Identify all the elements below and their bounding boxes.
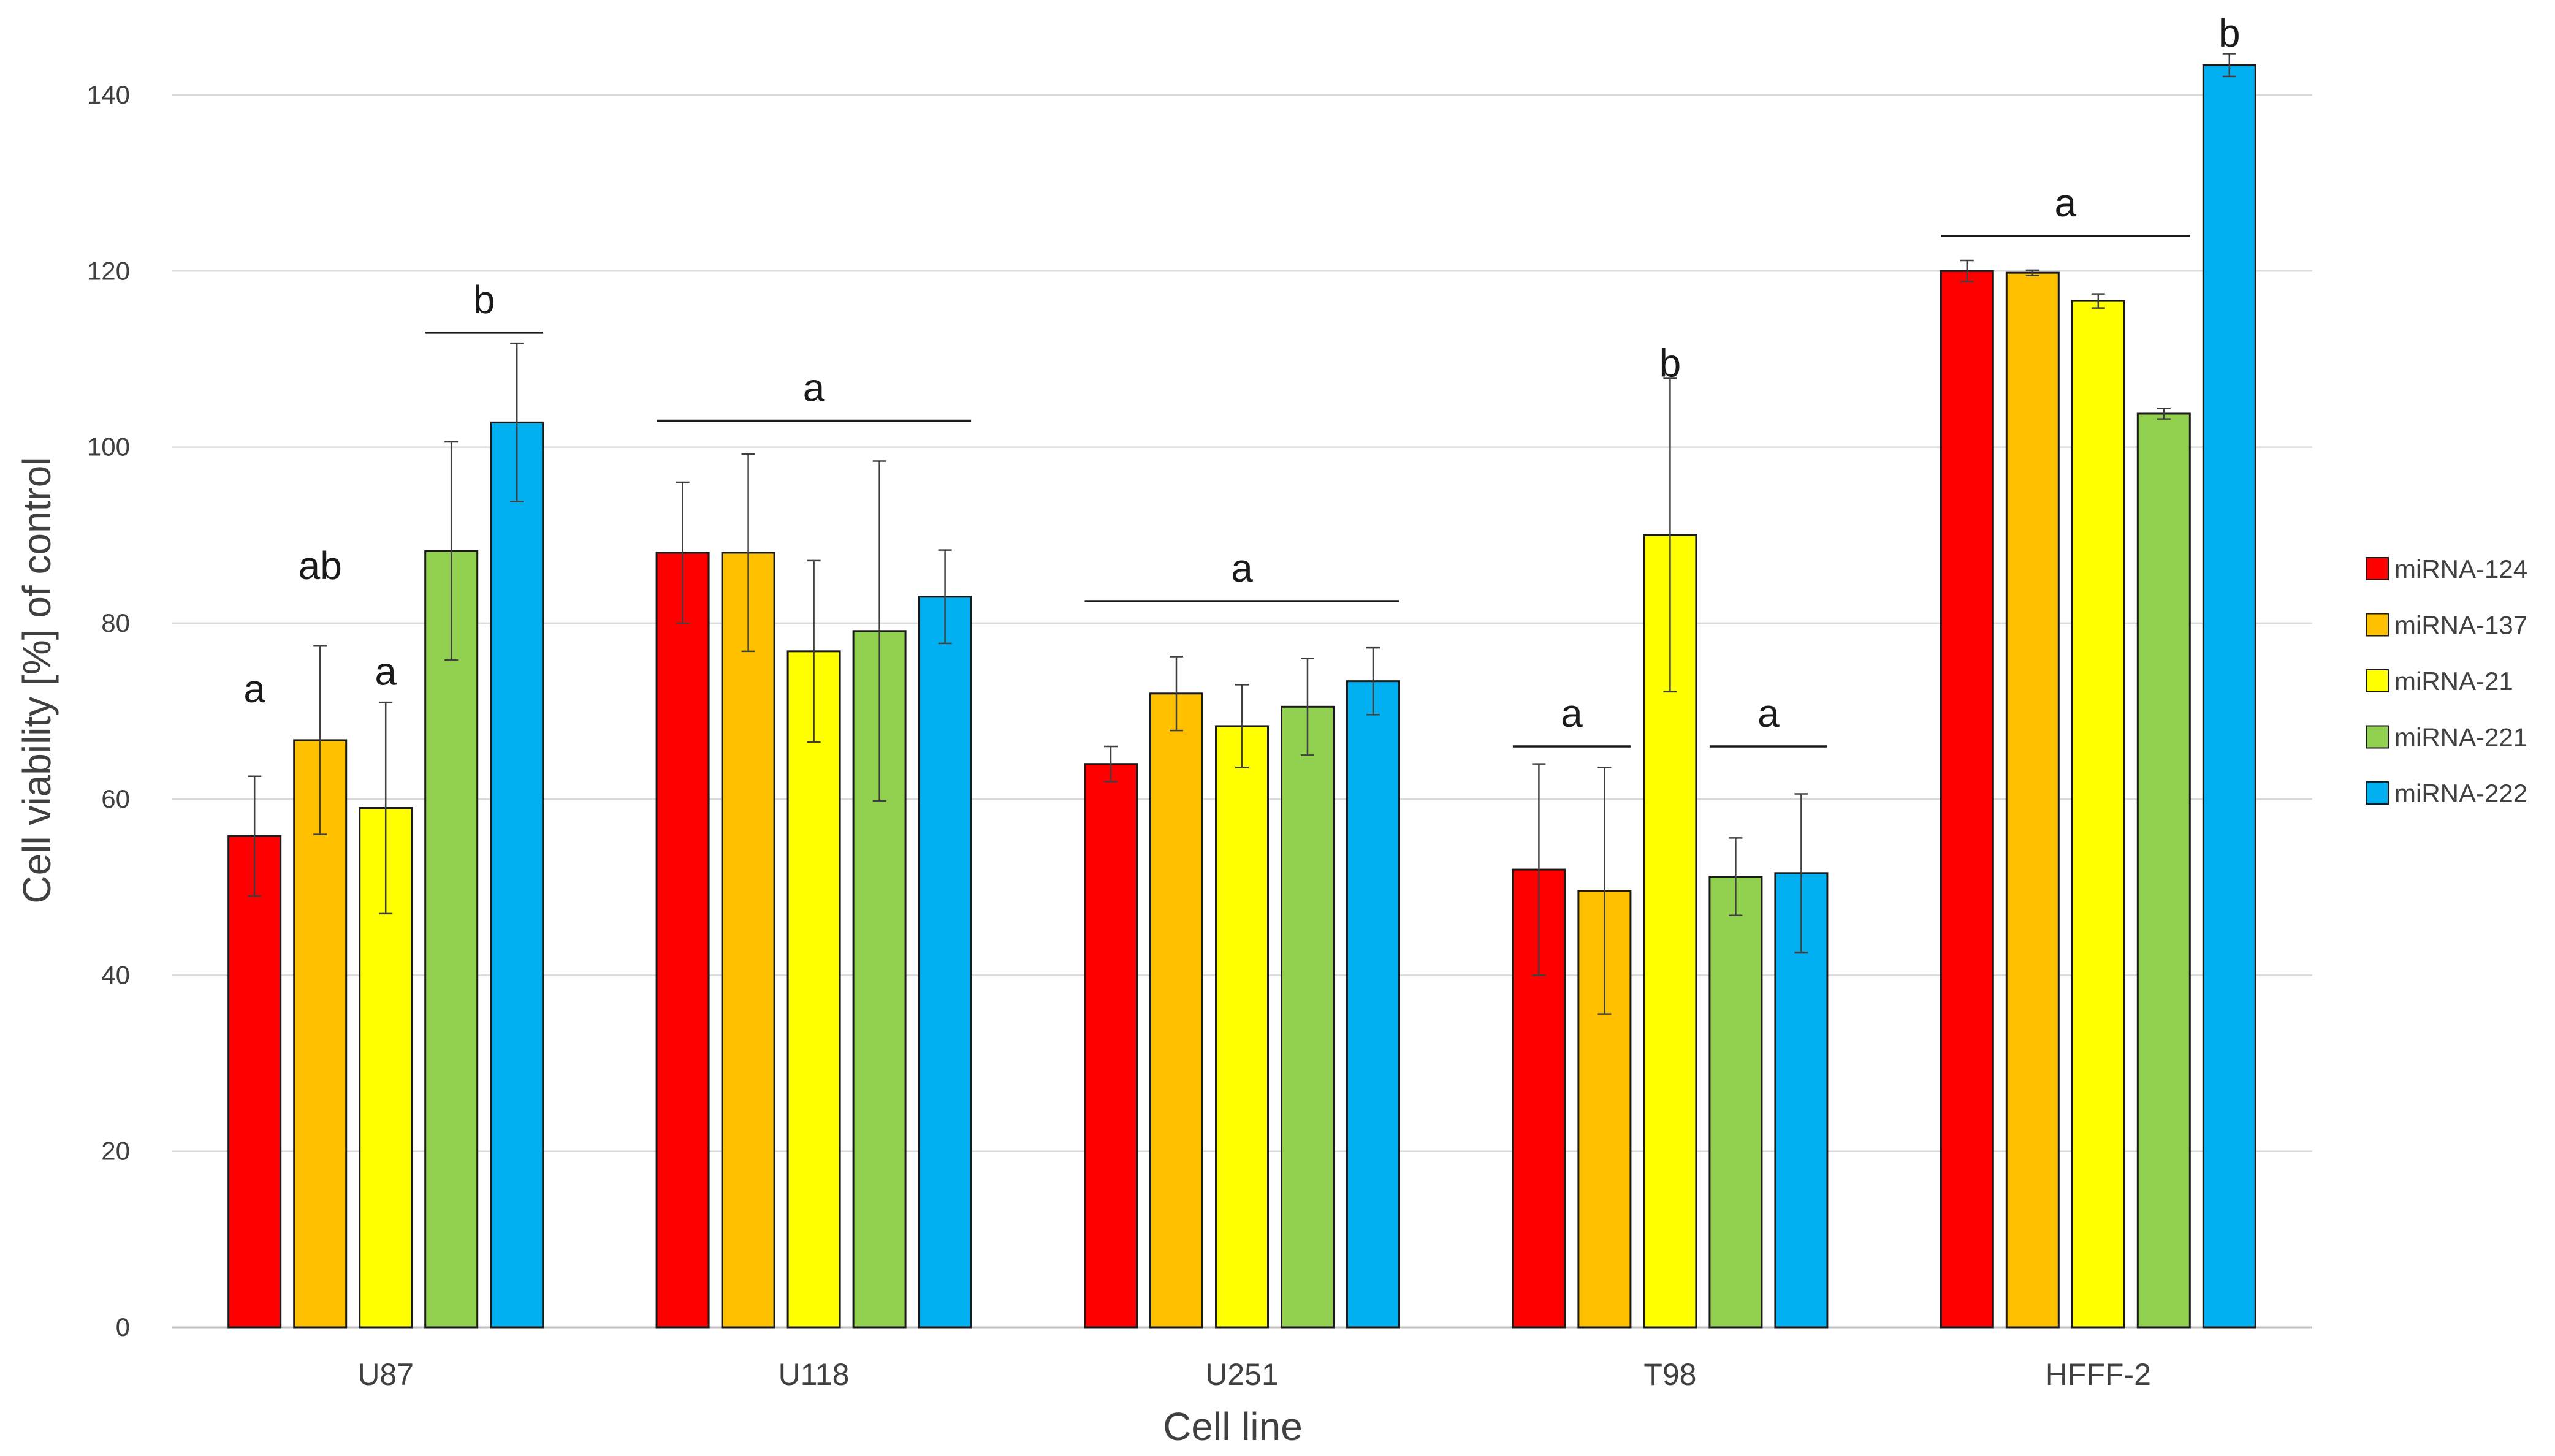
bar-miRNA-124-U251 [1084, 763, 1138, 1329]
error-bar-miRNA-21-U87 [379, 701, 393, 915]
bar-miRNA-221-HFFF-2 [2136, 412, 2191, 1329]
legend-swatch-miRNA-21 [2366, 669, 2389, 692]
error-bar-miRNA-222-HFFF-2 [2222, 53, 2236, 78]
legend-label-miRNA-124: miRNA-124 [2394, 555, 2527, 583]
significance-label-5: a [1231, 546, 1253, 590]
legend-swatch-miRNA-221 [2366, 725, 2389, 749]
x-tick-label-U251: U251 [1205, 1357, 1279, 1392]
x-axis-title: Cell line [1163, 1405, 1303, 1449]
significance-label-6: a [1561, 691, 1583, 735]
significance-label-1: ab [299, 544, 342, 588]
legend-label-miRNA-221: miRNA-221 [2394, 723, 2527, 752]
significance-label-3: b [473, 278, 495, 322]
x-tick-label-T98: T98 [1643, 1357, 1696, 1392]
bar-miRNA-21-U118 [786, 650, 841, 1329]
x-tick-label-U118: U118 [779, 1357, 850, 1392]
bar-miRNA-137-U251 [1149, 692, 1203, 1329]
error-bar-miRNA-221-U118 [872, 460, 886, 802]
bar-miRNA-124-HFFF-2 [1940, 270, 1994, 1329]
significance-label-0: a [243, 667, 265, 711]
bar-miRNA-222-U118 [918, 596, 972, 1329]
significance-label-9: a [2055, 181, 2077, 225]
x-tick-label-HFFF-2: HFFF-2 [2046, 1357, 2151, 1392]
bar-miRNA-137-U118 [721, 552, 775, 1329]
legend-label-miRNA-21: miRNA-21 [2394, 667, 2513, 696]
legend-swatch-miRNA-137 [2366, 613, 2389, 637]
error-bar-miRNA-124-HFFF-2 [1960, 259, 1974, 282]
bar-miRNA-221-U87 [424, 550, 479, 1329]
legend-swatch-miRNA-124 [2366, 557, 2389, 580]
error-bar-miRNA-221-T98 [1729, 837, 1743, 917]
bar-miRNA-222-U87 [490, 421, 544, 1329]
error-bar-miRNA-137-HFFF-2 [2025, 269, 2039, 276]
error-bar-miRNA-124-U118 [676, 481, 690, 624]
bar-miRNA-137-U87 [293, 739, 348, 1329]
bar-miRNA-124-U87 [227, 835, 282, 1329]
legend-label-miRNA-222: miRNA-222 [2394, 779, 2527, 808]
y-axis-title: Cell viability [%] of control [15, 457, 59, 903]
error-bar-miRNA-137-T98 [1597, 767, 1612, 1015]
bar-miRNA-221-U251 [1281, 705, 1335, 1329]
y-tick-label-0: 0 [116, 1313, 130, 1341]
error-bar-miRNA-21-T98 [1663, 377, 1677, 693]
error-bar-miRNA-137-U87 [313, 645, 327, 835]
x-tick-label-U87: U87 [357, 1357, 414, 1392]
error-bar-miRNA-222-T98 [1794, 793, 1808, 954]
error-bar-miRNA-137-U118 [741, 453, 755, 653]
error-bar-miRNA-124-T98 [1532, 763, 1546, 976]
bar-miRNA-21-U251 [1215, 725, 1269, 1329]
y-tick-label-140: 140 [87, 80, 130, 109]
bar-miRNA-222-U251 [1346, 680, 1400, 1329]
bar-miRNA-137-HFFF-2 [2005, 271, 2060, 1329]
error-bar-miRNA-221-U251 [1301, 658, 1314, 756]
significance-label-8: a [1757, 691, 1780, 735]
bar-miRNA-21-HFFF-2 [2071, 300, 2125, 1329]
legend-swatch-miRNA-222 [2366, 781, 2389, 805]
bar-miRNA-124-U118 [655, 552, 710, 1329]
error-bar-miRNA-21-U251 [1235, 684, 1249, 768]
error-bar-miRNA-124-U87 [248, 775, 262, 897]
error-bar-miRNA-221-U87 [444, 441, 459, 661]
error-bar-miRNA-124-U251 [1104, 745, 1118, 783]
y-tick-label-60: 60 [101, 784, 130, 813]
significance-label-10: b [2218, 11, 2241, 55]
error-bar-miRNA-222-U87 [510, 342, 524, 502]
bar-miRNA-221-T98 [1708, 876, 1763, 1329]
y-tick-label-80: 80 [101, 609, 130, 637]
bar-miRNA-222-HFFF-2 [2202, 64, 2256, 1329]
y-tick-label-20: 20 [101, 1137, 130, 1166]
y-tick-label-100: 100 [87, 433, 130, 461]
y-tick-label-120: 120 [87, 256, 130, 285]
error-bar-miRNA-222-U251 [1366, 646, 1380, 716]
error-bar-miRNA-21-HFFF-2 [2091, 293, 2105, 309]
significance-label-4: a [803, 365, 825, 409]
error-bar-miRNA-221-HFFF-2 [2157, 408, 2171, 420]
significance-label-7: b [1659, 341, 1681, 385]
significance-label-2: a [375, 649, 397, 693]
error-bar-miRNA-21-U118 [807, 559, 821, 743]
legend-label-miRNA-137: miRNA-137 [2394, 611, 2527, 640]
error-bar-miRNA-222-U118 [938, 549, 952, 645]
y-tick-label-40: 40 [101, 960, 130, 989]
error-bar-miRNA-137-U251 [1170, 656, 1183, 732]
